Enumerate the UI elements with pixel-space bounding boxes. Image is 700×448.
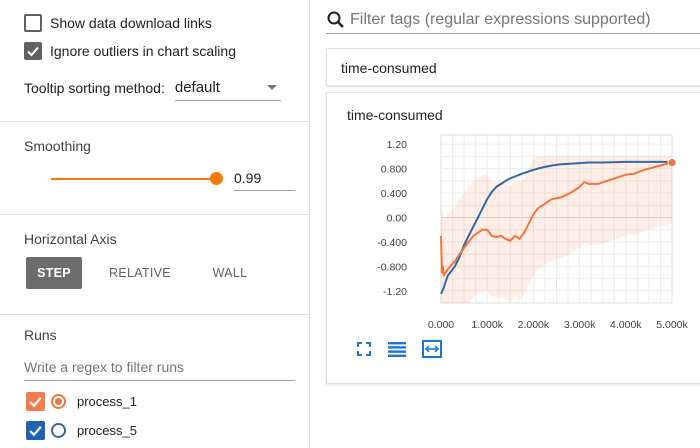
x-tick-label: 5.000k bbox=[656, 319, 688, 331]
series-line-process-5 bbox=[440, 160, 672, 295]
y-tick-label: -0.400 bbox=[377, 237, 407, 249]
smoothing-slider-handle[interactable] bbox=[210, 172, 223, 185]
horizontal-axis-selector: STEP RELATIVE WALL bbox=[26, 257, 260, 289]
tag-filter-input[interactable]: Filter tags (regular expressions support… bbox=[326, 6, 700, 34]
ignore-outliers-label: Ignore outliers in chart scaling bbox=[50, 43, 236, 59]
runs-section: Runs Write a regex to filter runs proces… bbox=[0, 315, 310, 448]
horizontal-axis-section: Horizontal Axis STEP RELATIVE WALL bbox=[0, 215, 310, 315]
x-tick-label: 4.000k bbox=[610, 319, 642, 331]
search-icon bbox=[327, 11, 344, 28]
smoothing-title: Smoothing bbox=[24, 138, 91, 154]
y-tick-label: -0.800 bbox=[377, 261, 407, 273]
y-tick-label: 0.00 bbox=[387, 212, 408, 224]
radio-unselected-icon[interactable] bbox=[51, 423, 66, 438]
run-checkbox-checked-icon[interactable] bbox=[26, 421, 45, 440]
tag-group-title: time-consumed bbox=[341, 60, 437, 76]
checkbox-checked-icon[interactable] bbox=[24, 42, 42, 60]
run-item-process-5[interactable]: process_5 bbox=[26, 421, 137, 440]
run-name: process_5 bbox=[77, 423, 137, 438]
main-panel: Filter tags (regular expressions support… bbox=[310, 0, 700, 448]
horizontal-axis-title: Horizontal Axis bbox=[24, 231, 117, 247]
chart-title: time-consumed bbox=[347, 107, 443, 123]
raw-data-band bbox=[441, 156, 672, 303]
y-tick-label: -1.20 bbox=[383, 286, 407, 298]
series-end-point-process-1 bbox=[667, 158, 677, 167]
y-tick-label: 1.20 bbox=[387, 139, 408, 151]
run-name: process_1 bbox=[77, 394, 137, 409]
checkbox-unchecked-icon[interactable] bbox=[24, 14, 42, 32]
smoothing-section: Smoothing 0.99 bbox=[0, 122, 310, 215]
tooltip-sorting-label: Tooltip sorting method: bbox=[24, 80, 165, 96]
smoothing-slider-track[interactable] bbox=[51, 178, 217, 180]
axis-relative-button[interactable]: RELATIVE bbox=[109, 266, 171, 280]
ignore-outliers-checkbox[interactable]: Ignore outliers in chart scaling bbox=[24, 42, 236, 60]
sidebar: Show data download links Ignore outliers… bbox=[0, 0, 310, 448]
x-tick-label: 2.000k bbox=[518, 319, 550, 331]
y-tick-label: 0.400 bbox=[381, 188, 407, 200]
run-checkbox-checked-icon[interactable] bbox=[26, 392, 45, 411]
show-download-links-checkbox[interactable]: Show data download links bbox=[24, 14, 212, 32]
chart-card: 1.20 0.800 0.400 0.00 -0.400 -0.800 -1.20 0.000… bbox=[326, 92, 700, 384]
series-line-process-1 bbox=[440, 161, 673, 277]
toggle-log-scale-icon[interactable] bbox=[386, 340, 408, 358]
axis-wall-button[interactable]: WALL bbox=[212, 266, 248, 280]
fit-to-data-icon[interactable] bbox=[421, 339, 443, 359]
tooltip-sorting-row: Tooltip sorting method: default bbox=[24, 75, 281, 101]
fit-domain-icon[interactable] bbox=[355, 340, 373, 358]
tag-group-header[interactable]: time-consumed bbox=[326, 48, 700, 86]
chart-toolbar bbox=[355, 339, 456, 359]
axis-step-button[interactable]: STEP bbox=[26, 257, 82, 289]
tooltip-sorting-select[interactable]: default bbox=[174, 75, 281, 101]
tag-filter-placeholder: Filter tags (regular expressions support… bbox=[350, 10, 651, 28]
plot-frame bbox=[440, 134, 673, 304]
runs-title: Runs bbox=[24, 327, 57, 343]
x-tick-label: 1.000k bbox=[471, 319, 503, 331]
y-tick-label: 0.800 bbox=[381, 164, 407, 176]
show-download-links-label: Show data download links bbox=[50, 15, 212, 31]
run-item-process-1[interactable]: process_1 bbox=[26, 392, 137, 411]
smoothing-value-input[interactable]: 0.99 bbox=[234, 167, 295, 191]
tooltip-sorting-value: default bbox=[174, 79, 220, 96]
chevron-down-icon bbox=[266, 85, 277, 90]
runs-filter-input[interactable]: Write a regex to filter runs bbox=[24, 355, 295, 381]
settings-section: Show data download links Ignore outliers… bbox=[0, 0, 310, 122]
x-tick-label: 3.000k bbox=[564, 319, 596, 331]
x-tick-label: 0.000 bbox=[428, 319, 454, 331]
line-chart[interactable]: 1.20 0.800 0.400 0.00 -0.400 -0.800 -1.20 0.000… bbox=[327, 93, 700, 385]
radio-selected-icon[interactable] bbox=[51, 394, 66, 409]
